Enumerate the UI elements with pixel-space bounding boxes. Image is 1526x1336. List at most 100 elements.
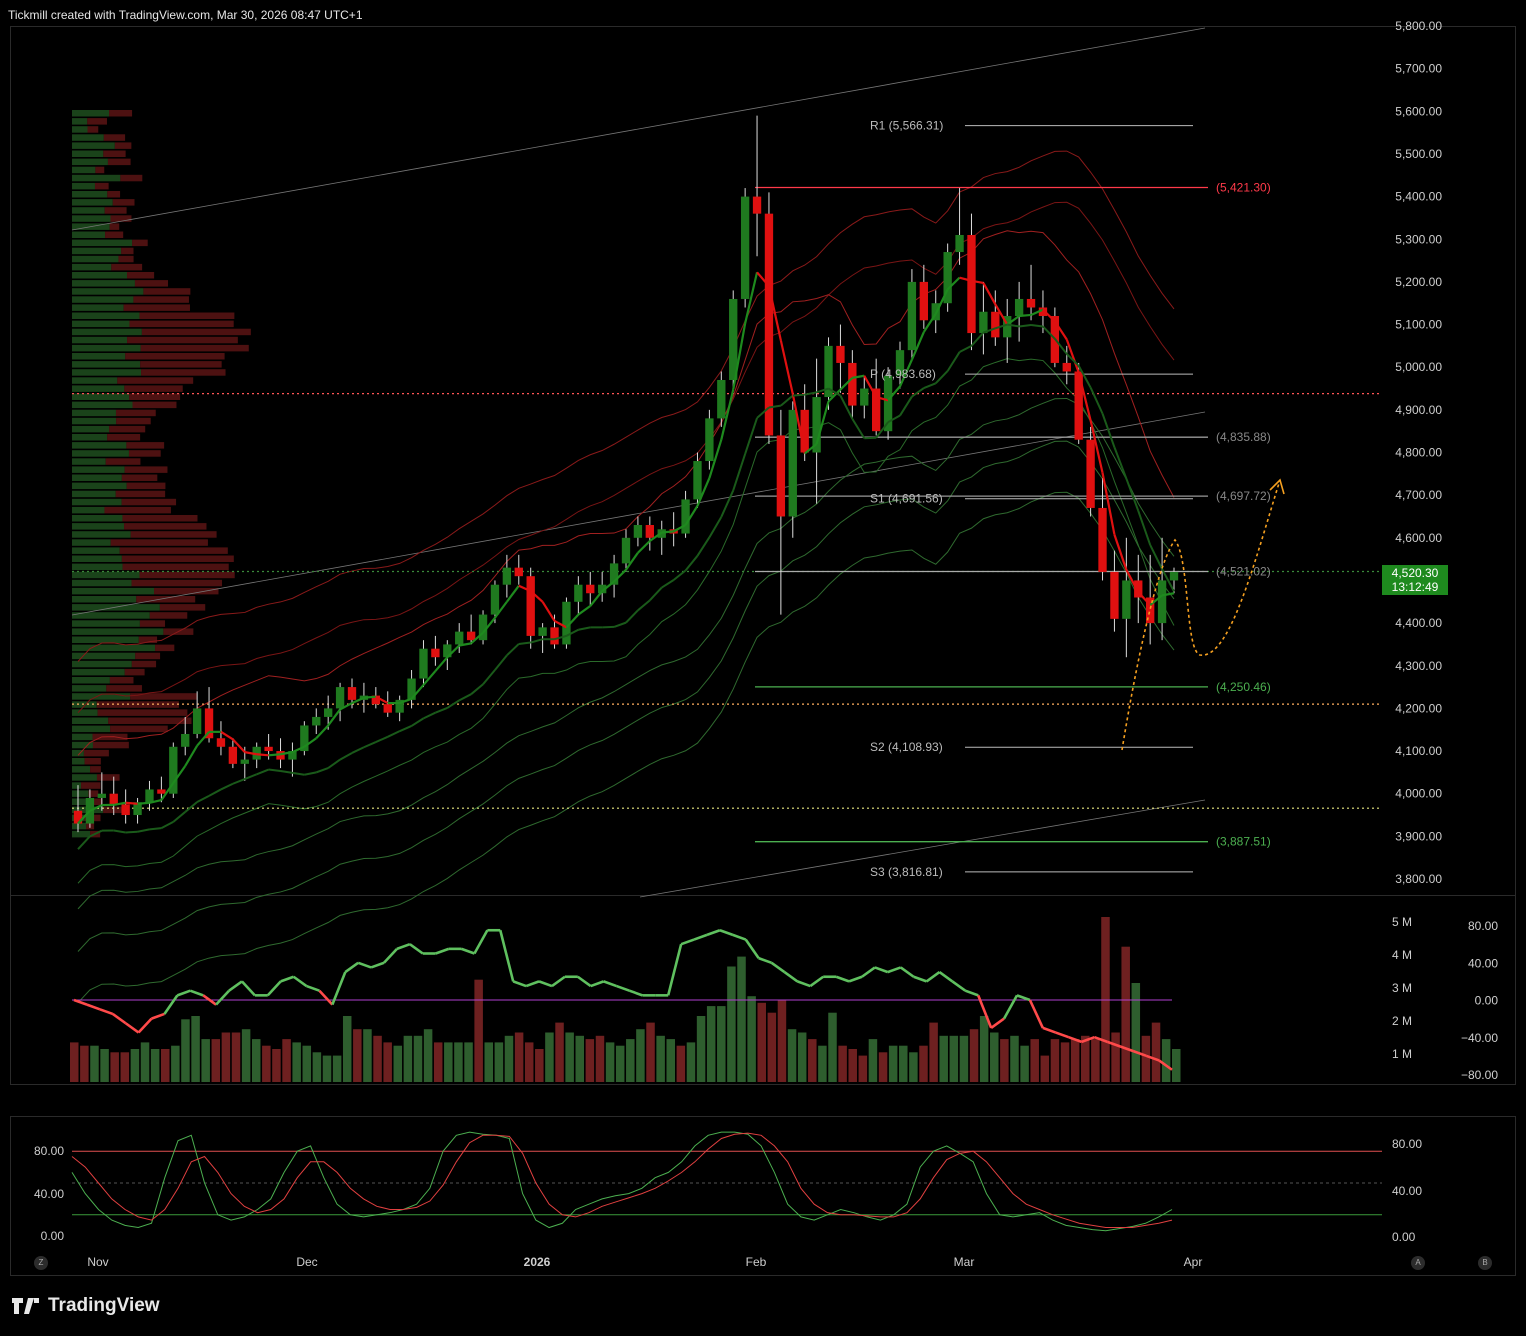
volume-profile-bar [72,207,105,214]
volume-bar [950,1036,959,1082]
log-scale-button[interactable]: B [1478,1256,1492,1270]
volume-profile-bar [72,280,135,287]
volume-profile-bar [72,466,125,473]
volume-profile-bar [72,572,140,579]
volume-bar [121,1052,130,1082]
oscillator-segment [126,1023,139,1032]
candle-body [991,312,999,338]
volume-bar [848,1049,857,1082]
moving-average-segment [316,725,328,738]
volume-profile-bar [72,588,154,595]
candle-body [586,585,594,594]
volume-profile-bar [122,556,234,563]
candle-body [693,461,701,499]
volume-profile-bar [130,693,197,700]
moving-average-slow [328,760,340,769]
oscillator-segment [629,991,642,996]
last-price-value: 4,520.30 [1382,566,1448,580]
pivot-label-s2: S2 (4,108.93) [870,740,943,754]
oscillator-segment [513,981,526,986]
oscillator-segment [668,944,681,995]
volume-profile-bar [72,394,129,401]
moving-average-segment [257,754,269,755]
volume-bar [1142,1036,1151,1082]
volume-bar [141,1042,150,1082]
moving-average-slow [209,789,221,795]
candle-body [157,789,165,793]
volume-profile-bar [72,183,95,190]
candle-body [550,627,558,644]
oscillator-segment [733,935,746,940]
scroll-z-button[interactable]: Z [34,1256,48,1270]
volume-bar [201,1039,210,1082]
oscillator-segment [888,967,901,972]
tradingview-logo[interactable]: TradingView [12,1295,160,1317]
volume-profile-bar [124,385,182,392]
moving-average-slow [114,830,126,832]
volume-bar [818,1046,827,1082]
volume-profile-bar [113,199,135,206]
volume-tick-label: 4 M [1392,948,1412,962]
volume-profile-bar [72,580,132,587]
oscillator-tick-label: −80.00 [1461,1068,1498,1082]
volume-bar [222,1033,231,1083]
stoch-k-line [72,1132,1172,1231]
volume-profile-bar [72,628,163,635]
volume-profile-bar [97,774,120,781]
candle-body [955,235,963,252]
oscillator-segment [307,986,320,991]
volume-profile-bar [72,709,98,716]
level-label-grey_4835: (4,835.88) [1216,430,1271,444]
volume-bar [828,1013,837,1082]
price-tick-label: 5,100.00 [1395,318,1442,332]
volume-bar [505,1036,514,1082]
candle-body [908,282,916,350]
oscillator-segment [268,981,281,995]
candle-body [753,197,761,214]
volume-profile-bar [72,215,110,222]
oscillator-segment [371,963,384,968]
time-tick-label: 2026 [524,1255,551,1269]
moving-average-segment [1019,315,1031,316]
volume-profile-bar [118,256,133,262]
level-label-grey_4697: (4,697.72) [1216,489,1271,503]
volume-profile-bar [155,645,174,652]
moving-average-slow [1091,388,1103,414]
volume-profile-bar [109,426,145,433]
moving-average-slow [352,747,364,753]
moving-average-segment [662,531,674,532]
volume-profile-bar [122,515,197,522]
volume-bar [313,1052,322,1082]
oscillator-segment [294,977,307,986]
moving-average-slow [173,812,185,822]
volume-profile-bar [111,264,142,271]
volume-bar [707,1006,716,1082]
volume-bar [100,1049,109,1082]
volume-profile-bar [154,588,218,595]
moving-average-slow [245,774,257,779]
oscillator-segment [229,981,242,990]
level-label-red_5421: (5,421.30) [1216,181,1271,195]
volume-bar [960,1036,969,1082]
volume-profile-bar [72,774,97,781]
moving-average-slow [78,836,90,849]
auto-scale-button[interactable]: A [1411,1256,1425,1270]
volume-bar [929,1023,938,1082]
volume-tick-label: 1 M [1392,1047,1412,1061]
oscillator-segment [500,930,513,981]
volume-profile-bar [72,620,140,627]
volume-profile-bar [107,191,120,198]
moving-average-slow [971,333,983,346]
projection-curve [1122,480,1280,750]
volume-profile-bar [72,458,106,465]
oscillator-segment [875,967,888,972]
volume-profile-bar [72,547,120,554]
candle-body [515,568,523,577]
moving-average-slow [197,796,209,802]
price-tick-label: 5,600.00 [1395,104,1442,118]
pivot-label-s3: S3 (3,816.81) [870,865,943,879]
candle-body [110,794,118,805]
level-label-green_3887: (3,887.51) [1216,835,1271,849]
moving-average-slow [614,623,626,627]
